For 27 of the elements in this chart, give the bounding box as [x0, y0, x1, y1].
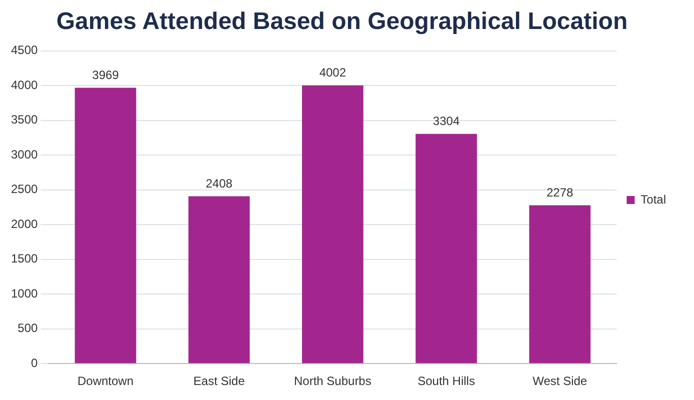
- y-tick-label: 4500: [10, 43, 38, 58]
- y-tick-label: 0: [31, 356, 38, 370]
- bar: [74, 88, 136, 364]
- x-tick-label: North Suburbs: [294, 374, 372, 388]
- data-label: 3969: [92, 68, 120, 82]
- bar: [188, 196, 250, 364]
- y-tick-label: 1500: [10, 252, 38, 266]
- data-label: 2278: [546, 186, 574, 200]
- y-tick-label: 1000: [10, 286, 38, 300]
- chart-title: Games Attended Based on Geographical Location: [56, 8, 628, 36]
- bar: [302, 85, 364, 364]
- y-tick-label: 3500: [10, 112, 38, 127]
- x-tick-label: West Side: [532, 374, 588, 388]
- x-tick-label: East Side: [193, 374, 246, 388]
- y-tick-label: 3000: [10, 147, 38, 162]
- bar: [416, 134, 477, 364]
- x-tick-label: Downtown: [77, 374, 134, 388]
- x-tick-label: South Hills: [418, 374, 475, 388]
- bar: [529, 205, 591, 364]
- data-label: 3304: [432, 114, 460, 128]
- y-tick-label: 500: [18, 321, 38, 336]
- y-tick-label: 2500: [10, 182, 38, 196]
- data-label: 2408: [206, 176, 233, 191]
- legend-label: Total: [640, 192, 666, 206]
- data-label: 4002: [319, 66, 346, 80]
- y-tick-label: 2000: [10, 216, 38, 231]
- y-tick-label: 4000: [10, 78, 38, 92]
